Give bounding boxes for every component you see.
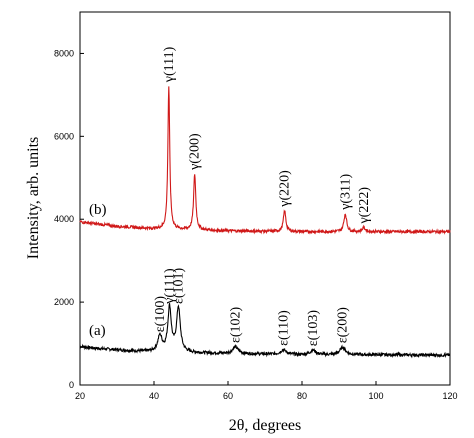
series-line-a <box>79 303 451 359</box>
y-tick-label: 4000 <box>54 214 74 224</box>
x-tick-label: 60 <box>223 391 233 401</box>
peak-annotation: ε(103) <box>306 310 321 347</box>
peak-annotation: γ(200) <box>188 133 203 171</box>
y-tick-label: 0 <box>69 380 74 390</box>
x-tick-label: 100 <box>368 391 383 401</box>
peak-annotation: ε(110) <box>277 310 292 346</box>
peak-annotation: ε(200) <box>336 307 351 344</box>
y-axis-title: Intensity, arb. units <box>25 137 42 260</box>
x-tick-label: 20 <box>75 391 85 401</box>
peak-annotation: ε(101) <box>171 267 186 304</box>
x-axis-ticks: 20 40 60 80 100 120 <box>75 381 458 401</box>
peak-annotation: ε(102) <box>228 306 243 343</box>
series-label-b: (b) <box>89 202 107 218</box>
peak-annotation: γ(311) <box>338 173 353 210</box>
x-tick-label: 40 <box>149 391 159 401</box>
peak-annotation: γ(111) <box>163 268 178 305</box>
x-tick-label: 120 <box>442 391 457 401</box>
peak-annotation: γ(222) <box>357 187 372 225</box>
x-tick-label: 80 <box>297 391 307 401</box>
x-axis-title: 2θ, degrees <box>229 417 302 434</box>
peak-annotation: ε(100) <box>153 296 168 333</box>
y-tick-label: 8000 <box>54 48 74 58</box>
plot-frame <box>79 11 451 386</box>
y-tick-label: 6000 <box>54 131 74 141</box>
y-axis-ticks: 0 2000 4000 6000 8000 <box>54 48 84 390</box>
peak-annotation: γ(111) <box>162 46 177 83</box>
series-label-a: (a) <box>89 323 106 339</box>
series-line-b <box>79 86 451 235</box>
peak-annotation: γ(220) <box>278 170 293 208</box>
peak-annotations: γ(111)γ(200)γ(220) γ(311) γ(222)ε(100)γ(11… <box>153 46 372 346</box>
y-tick-label: 2000 <box>54 297 74 307</box>
series-layer <box>79 86 451 359</box>
series-labels: (a) (b) <box>89 202 107 339</box>
